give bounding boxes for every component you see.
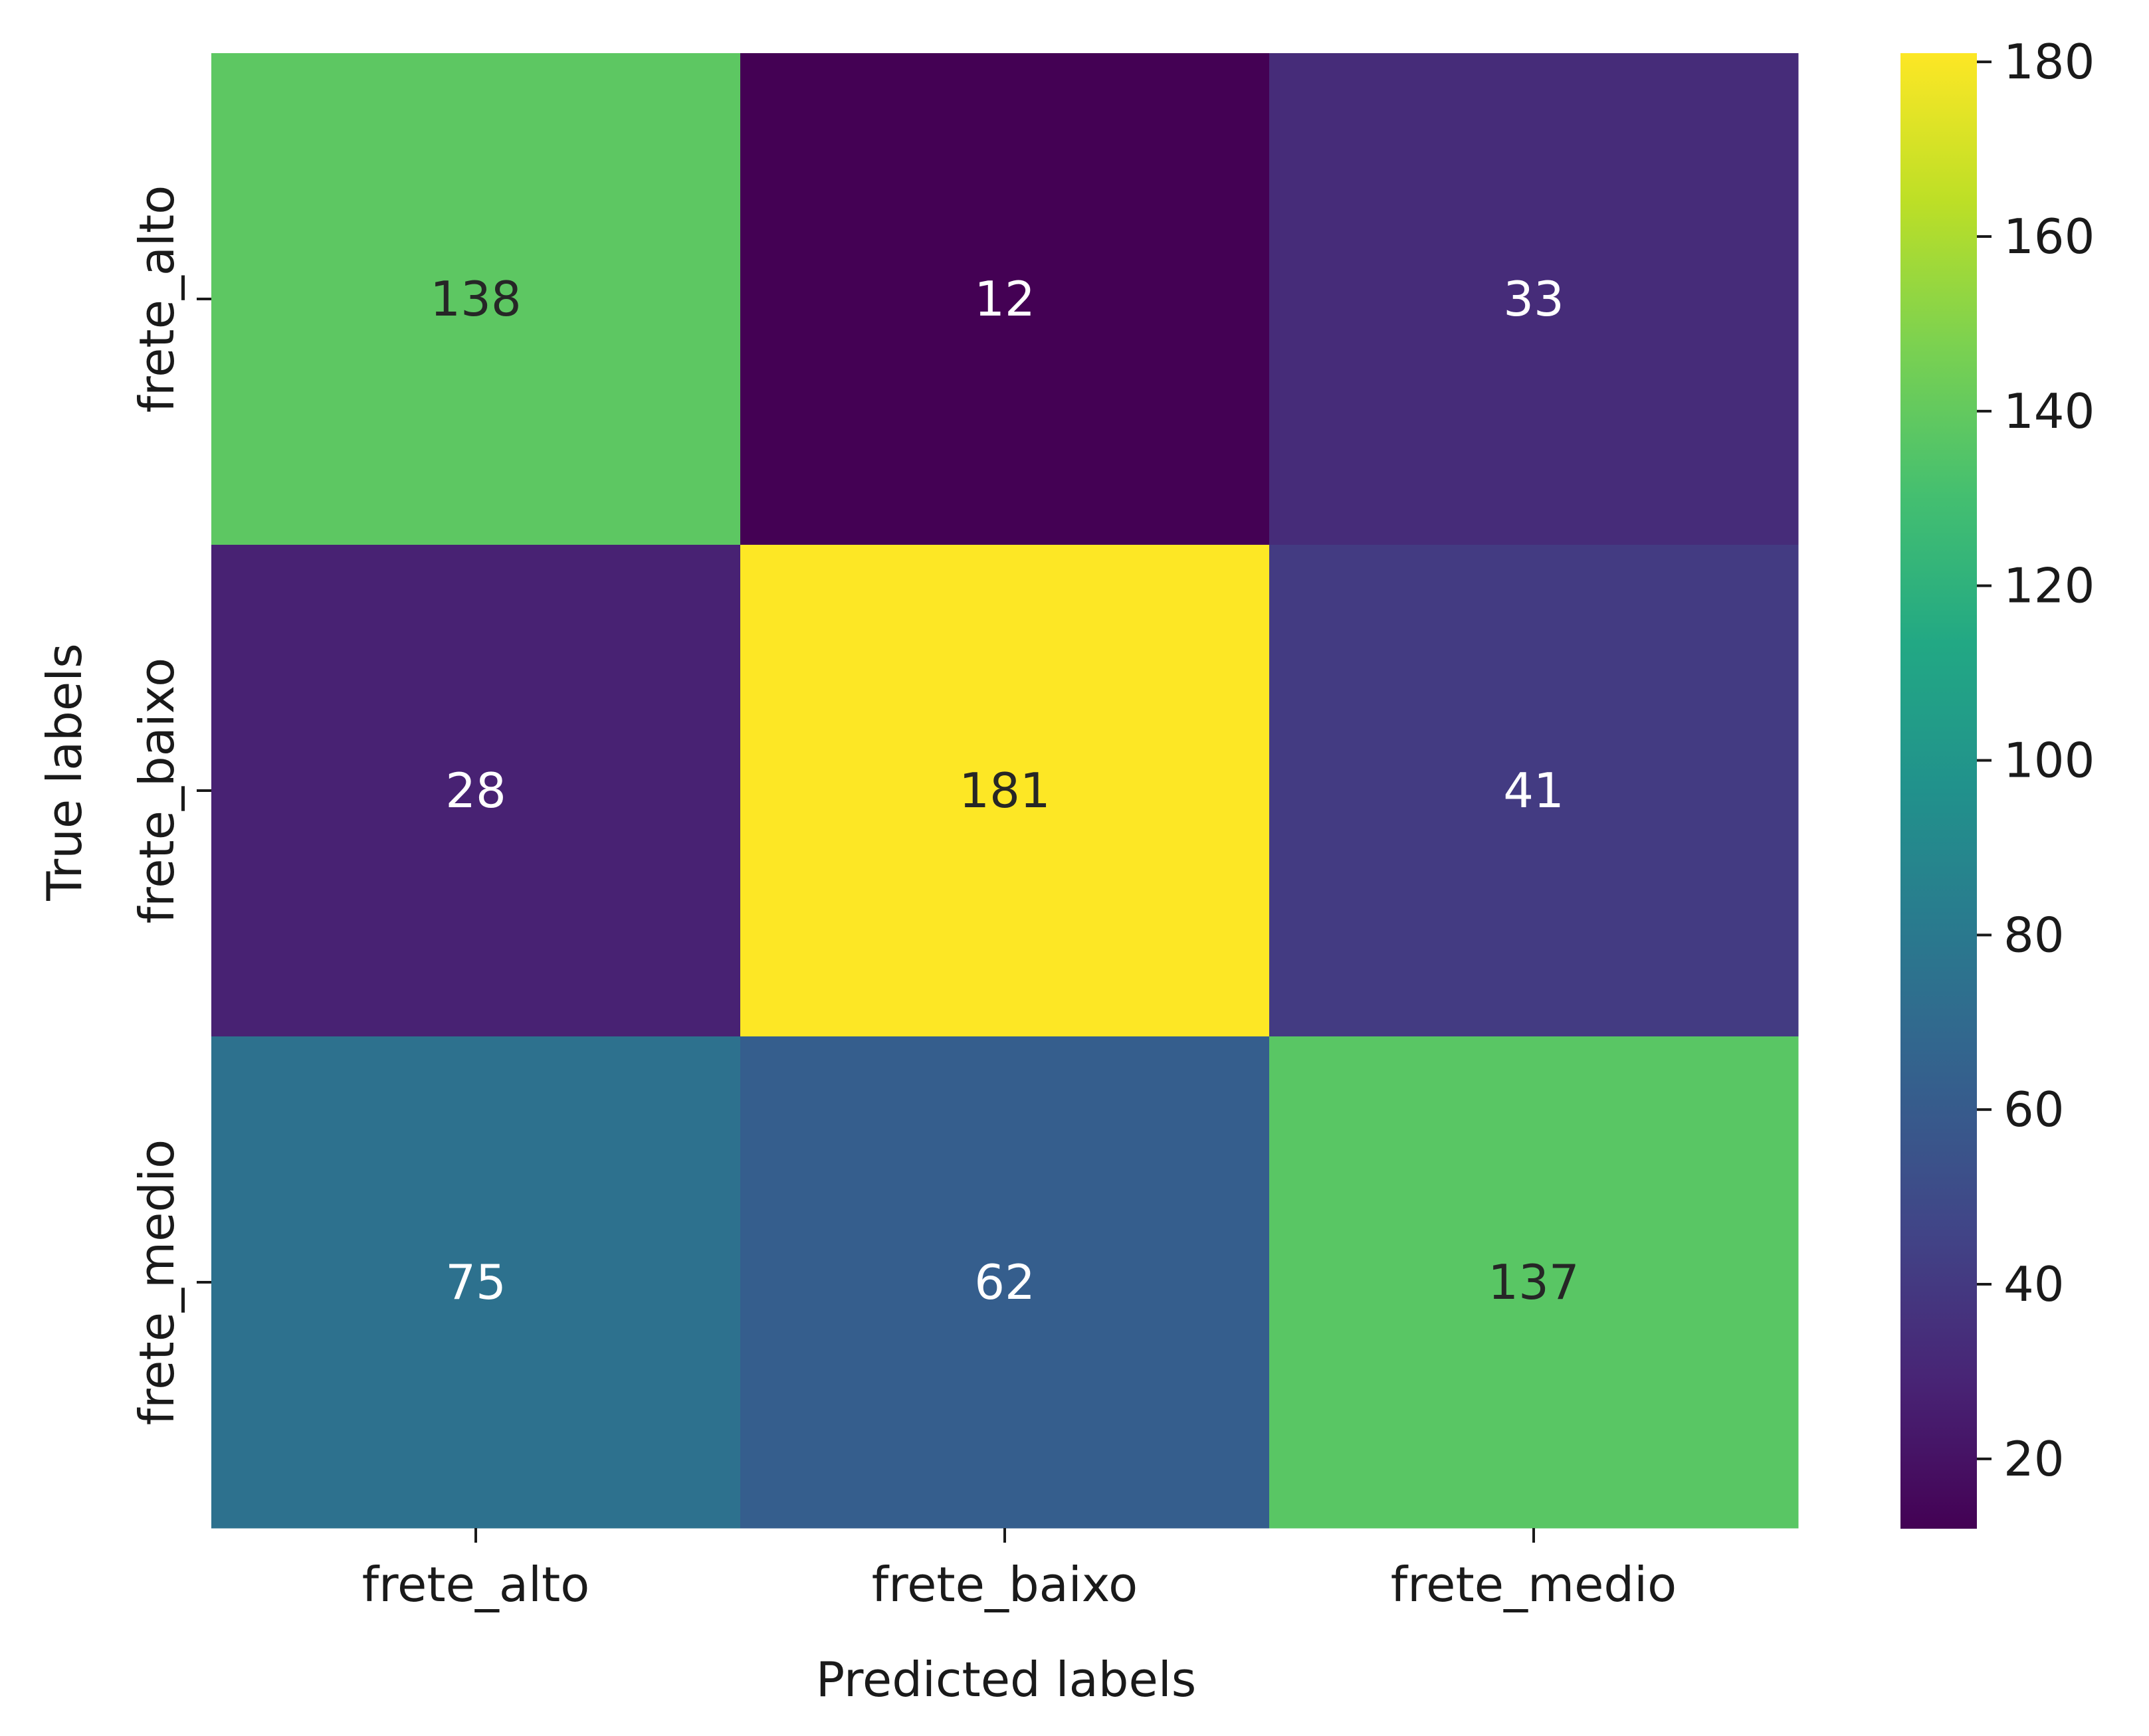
x-axis-ticks: frete_alto frete_baixo frete_medio bbox=[362, 1528, 1677, 1612]
cell-value-label: 181 bbox=[959, 763, 1050, 819]
heatmap-cells bbox=[211, 53, 1799, 1529]
heatmap-cell bbox=[740, 545, 1270, 1037]
colorbar-tick-label: 40 bbox=[2003, 1256, 2065, 1312]
colorbar-tick-label: 20 bbox=[2003, 1431, 2065, 1487]
heatmap-cell bbox=[1269, 545, 1799, 1037]
cell-value-label: 12 bbox=[974, 271, 1035, 327]
y-tick-label: frete_baixo bbox=[129, 658, 185, 923]
heatmap-cell bbox=[1269, 53, 1799, 545]
heatmap-cell bbox=[1269, 1036, 1799, 1529]
colorbar-tick-label: 180 bbox=[2003, 34, 2095, 90]
y-axis-ticks: frete_alto frete_baixo frete_medio bbox=[129, 185, 211, 1425]
heatmap-cell bbox=[211, 545, 741, 1037]
cell-value-label: 41 bbox=[1503, 763, 1564, 819]
x-tick-label: frete_medio bbox=[1391, 1557, 1677, 1612]
heatmap-cell bbox=[740, 1036, 1270, 1529]
x-tick-label: frete_baixo bbox=[872, 1557, 1138, 1612]
cell-value-label: 62 bbox=[974, 1254, 1035, 1310]
x-tick-label: frete_alto bbox=[362, 1557, 590, 1612]
heatmap-cell bbox=[211, 53, 741, 545]
colorbar-tick-label: 160 bbox=[2003, 209, 2095, 264]
colorbar-tick-label: 80 bbox=[2003, 907, 2065, 963]
y-axis-label: True labels bbox=[37, 643, 92, 901]
cell-value-label: 28 bbox=[445, 763, 506, 819]
colorbar-ticks: 20 40 60 80 100 120 140 160 180 bbox=[1977, 34, 2095, 1487]
y-tick-label: frete_alto bbox=[129, 185, 185, 413]
cell-value-label: 138 bbox=[430, 271, 521, 327]
y-tick-label: frete_medio bbox=[129, 1139, 185, 1425]
colorbar-tick-label: 100 bbox=[2003, 733, 2095, 789]
heatmap-cell bbox=[211, 1036, 741, 1529]
cell-annotations: 138 12 33 28 181 41 75 62 137 bbox=[430, 271, 1579, 1310]
colorbar bbox=[1900, 53, 1977, 1529]
colorbar-tick-label: 140 bbox=[2003, 383, 2095, 439]
cell-value-label: 33 bbox=[1503, 271, 1564, 327]
heatmap-cell bbox=[740, 53, 1270, 545]
colorbar-tick-label: 60 bbox=[2003, 1082, 2065, 1137]
x-axis-label: Predicted labels bbox=[816, 1652, 1197, 1707]
cell-value-label: 137 bbox=[1488, 1254, 1579, 1310]
cell-value-label: 75 bbox=[445, 1254, 506, 1310]
colorbar-tick-label: 120 bbox=[2003, 558, 2095, 614]
